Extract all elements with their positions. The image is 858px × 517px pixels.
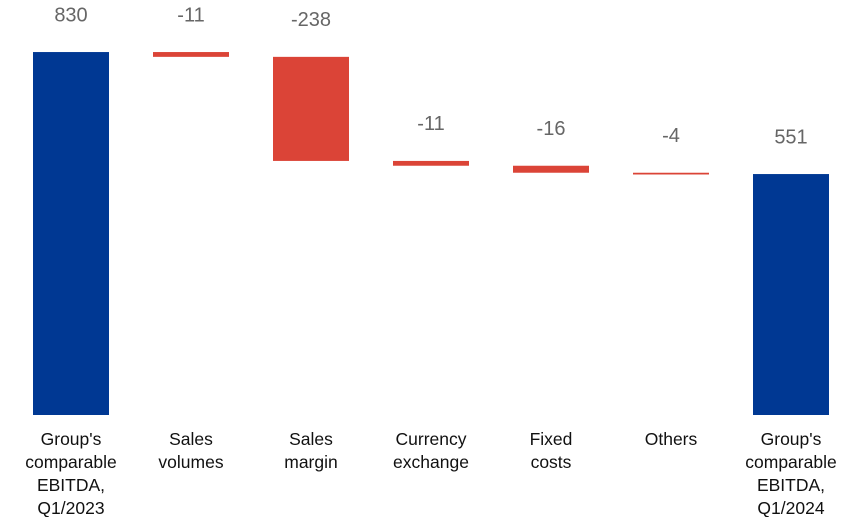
category-label: Sales volumes [158, 429, 224, 472]
category-label: Others [644, 429, 698, 449]
value-label: -4 [662, 125, 680, 147]
bar [153, 52, 229, 57]
bar [273, 56, 349, 161]
value-label: 551 [774, 126, 807, 148]
value-label: -238 [291, 9, 331, 31]
value-label: -16 [537, 118, 566, 140]
value-label: -11 [417, 113, 444, 135]
value-label: 830 [54, 4, 87, 26]
bar [513, 165, 589, 173]
category-label: Fixed costs [529, 429, 573, 472]
category-label: Group's comparable EBITDA, Q1/2024 [745, 429, 837, 517]
category-label: Sales margin [284, 429, 338, 472]
category-label: Currency exchange [393, 429, 469, 472]
value-label: -11 [177, 4, 204, 26]
bar [753, 174, 829, 415]
bar [33, 52, 109, 415]
bar [393, 160, 469, 166]
category-label: Group's comparable EBITDA, Q1/2023 [25, 429, 117, 517]
bar [633, 172, 709, 175]
